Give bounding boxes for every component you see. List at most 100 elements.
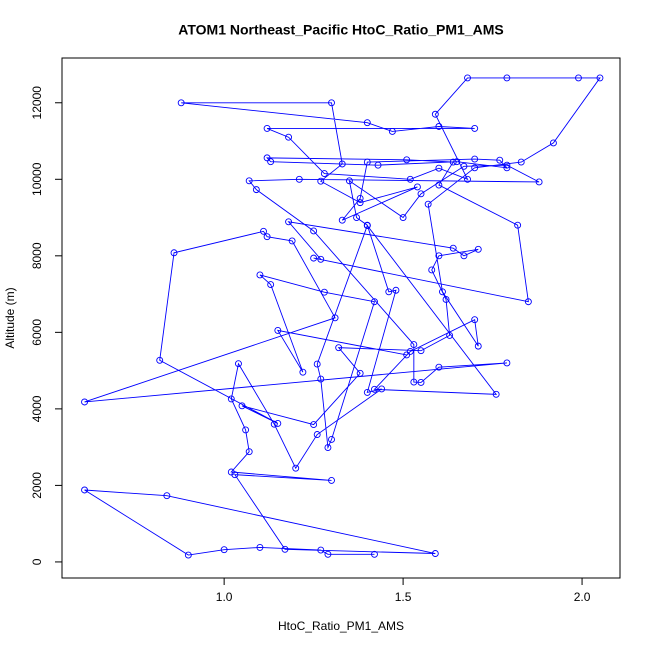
data-point — [385, 288, 393, 296]
x-axis-label: HtoC_Ratio_PM1_AMS — [278, 619, 404, 633]
data-point — [320, 170, 328, 178]
data-point — [317, 375, 325, 383]
data-point — [449, 158, 457, 166]
data-point — [324, 444, 332, 451]
data-point — [575, 74, 582, 82]
data-point — [260, 227, 267, 235]
data-point — [338, 216, 346, 224]
data-point — [417, 379, 425, 386]
data-point — [388, 128, 396, 135]
data-point — [295, 175, 303, 183]
y-tick-label: 2000 — [30, 472, 44, 499]
data-point — [285, 218, 293, 226]
chart-title: ATOM1 Northeast_Pacific HtoC_Ratio_PM1_A… — [178, 22, 503, 38]
data-point — [235, 360, 242, 368]
data-point — [410, 378, 418, 386]
data-point — [299, 368, 307, 376]
data-point — [446, 331, 454, 339]
data-point — [460, 252, 468, 260]
data-point — [285, 133, 293, 141]
data-point — [317, 177, 325, 185]
data-point — [170, 249, 178, 257]
data-point — [403, 156, 411, 164]
data-point — [471, 316, 479, 324]
data-point — [410, 341, 418, 349]
data-point — [549, 139, 557, 147]
data-point — [238, 402, 246, 410]
y-tick-label: 8000 — [30, 242, 44, 269]
data-point — [317, 546, 325, 554]
y-axis-label: Altitude (m) — [3, 287, 17, 348]
data-point — [310, 227, 318, 235]
data-point — [431, 550, 439, 557]
data-point — [267, 158, 275, 166]
data-point — [256, 271, 264, 279]
data-point — [345, 177, 353, 185]
data-point — [435, 123, 443, 130]
data-point — [328, 476, 335, 484]
data-point — [514, 221, 522, 229]
data-point — [163, 492, 171, 500]
data-point — [464, 175, 471, 183]
data-line — [84, 77, 601, 556]
data-point — [335, 344, 343, 352]
data-point — [371, 550, 378, 558]
data-point — [263, 233, 271, 241]
data-point — [439, 288, 446, 296]
data-point — [374, 161, 382, 169]
data-point — [220, 546, 228, 554]
data-point — [252, 186, 260, 194]
data-point — [371, 298, 378, 306]
data-point — [471, 164, 479, 172]
data-point — [184, 551, 192, 559]
data-point — [596, 74, 604, 82]
data-point — [449, 244, 457, 252]
data-point — [453, 158, 461, 166]
data-point — [288, 237, 296, 245]
data-point — [424, 200, 432, 208]
data-point — [156, 356, 164, 364]
data-point — [471, 155, 479, 163]
data-point — [371, 385, 378, 393]
data-point — [363, 119, 371, 127]
data-point — [428, 266, 436, 274]
data-point — [503, 161, 511, 169]
data-point — [363, 158, 371, 166]
data-point — [413, 183, 421, 191]
data-point — [263, 124, 271, 132]
data-point — [328, 99, 335, 107]
data-point — [313, 431, 321, 438]
data-point — [417, 190, 425, 198]
data-point — [474, 245, 482, 253]
data-point — [435, 363, 443, 371]
data-point — [292, 464, 300, 472]
x-tick-label: 1.5 — [395, 590, 412, 604]
data-point — [356, 199, 364, 207]
data-point — [310, 254, 318, 262]
data-point — [363, 222, 371, 230]
data-point — [227, 395, 235, 403]
data-point — [503, 164, 511, 172]
data-point — [435, 164, 443, 172]
data-point — [356, 194, 364, 202]
data-point — [81, 486, 88, 494]
data-point — [496, 156, 504, 164]
data-point — [435, 181, 443, 189]
data-point — [320, 288, 328, 296]
data-point — [227, 468, 235, 476]
data-point — [431, 110, 439, 118]
data-point — [177, 99, 185, 107]
data-point — [353, 214, 361, 222]
data-point — [406, 175, 414, 183]
data-point — [331, 314, 339, 322]
x-tick-label: 2.0 — [574, 590, 591, 604]
data-point — [392, 286, 400, 294]
data-point — [417, 347, 425, 355]
y-tick-label: 10000 — [30, 162, 44, 196]
data-point — [406, 348, 414, 355]
data-point — [535, 178, 543, 186]
data-point — [242, 426, 250, 434]
data-point — [256, 543, 264, 551]
y-tick-label: 0 — [30, 558, 44, 565]
